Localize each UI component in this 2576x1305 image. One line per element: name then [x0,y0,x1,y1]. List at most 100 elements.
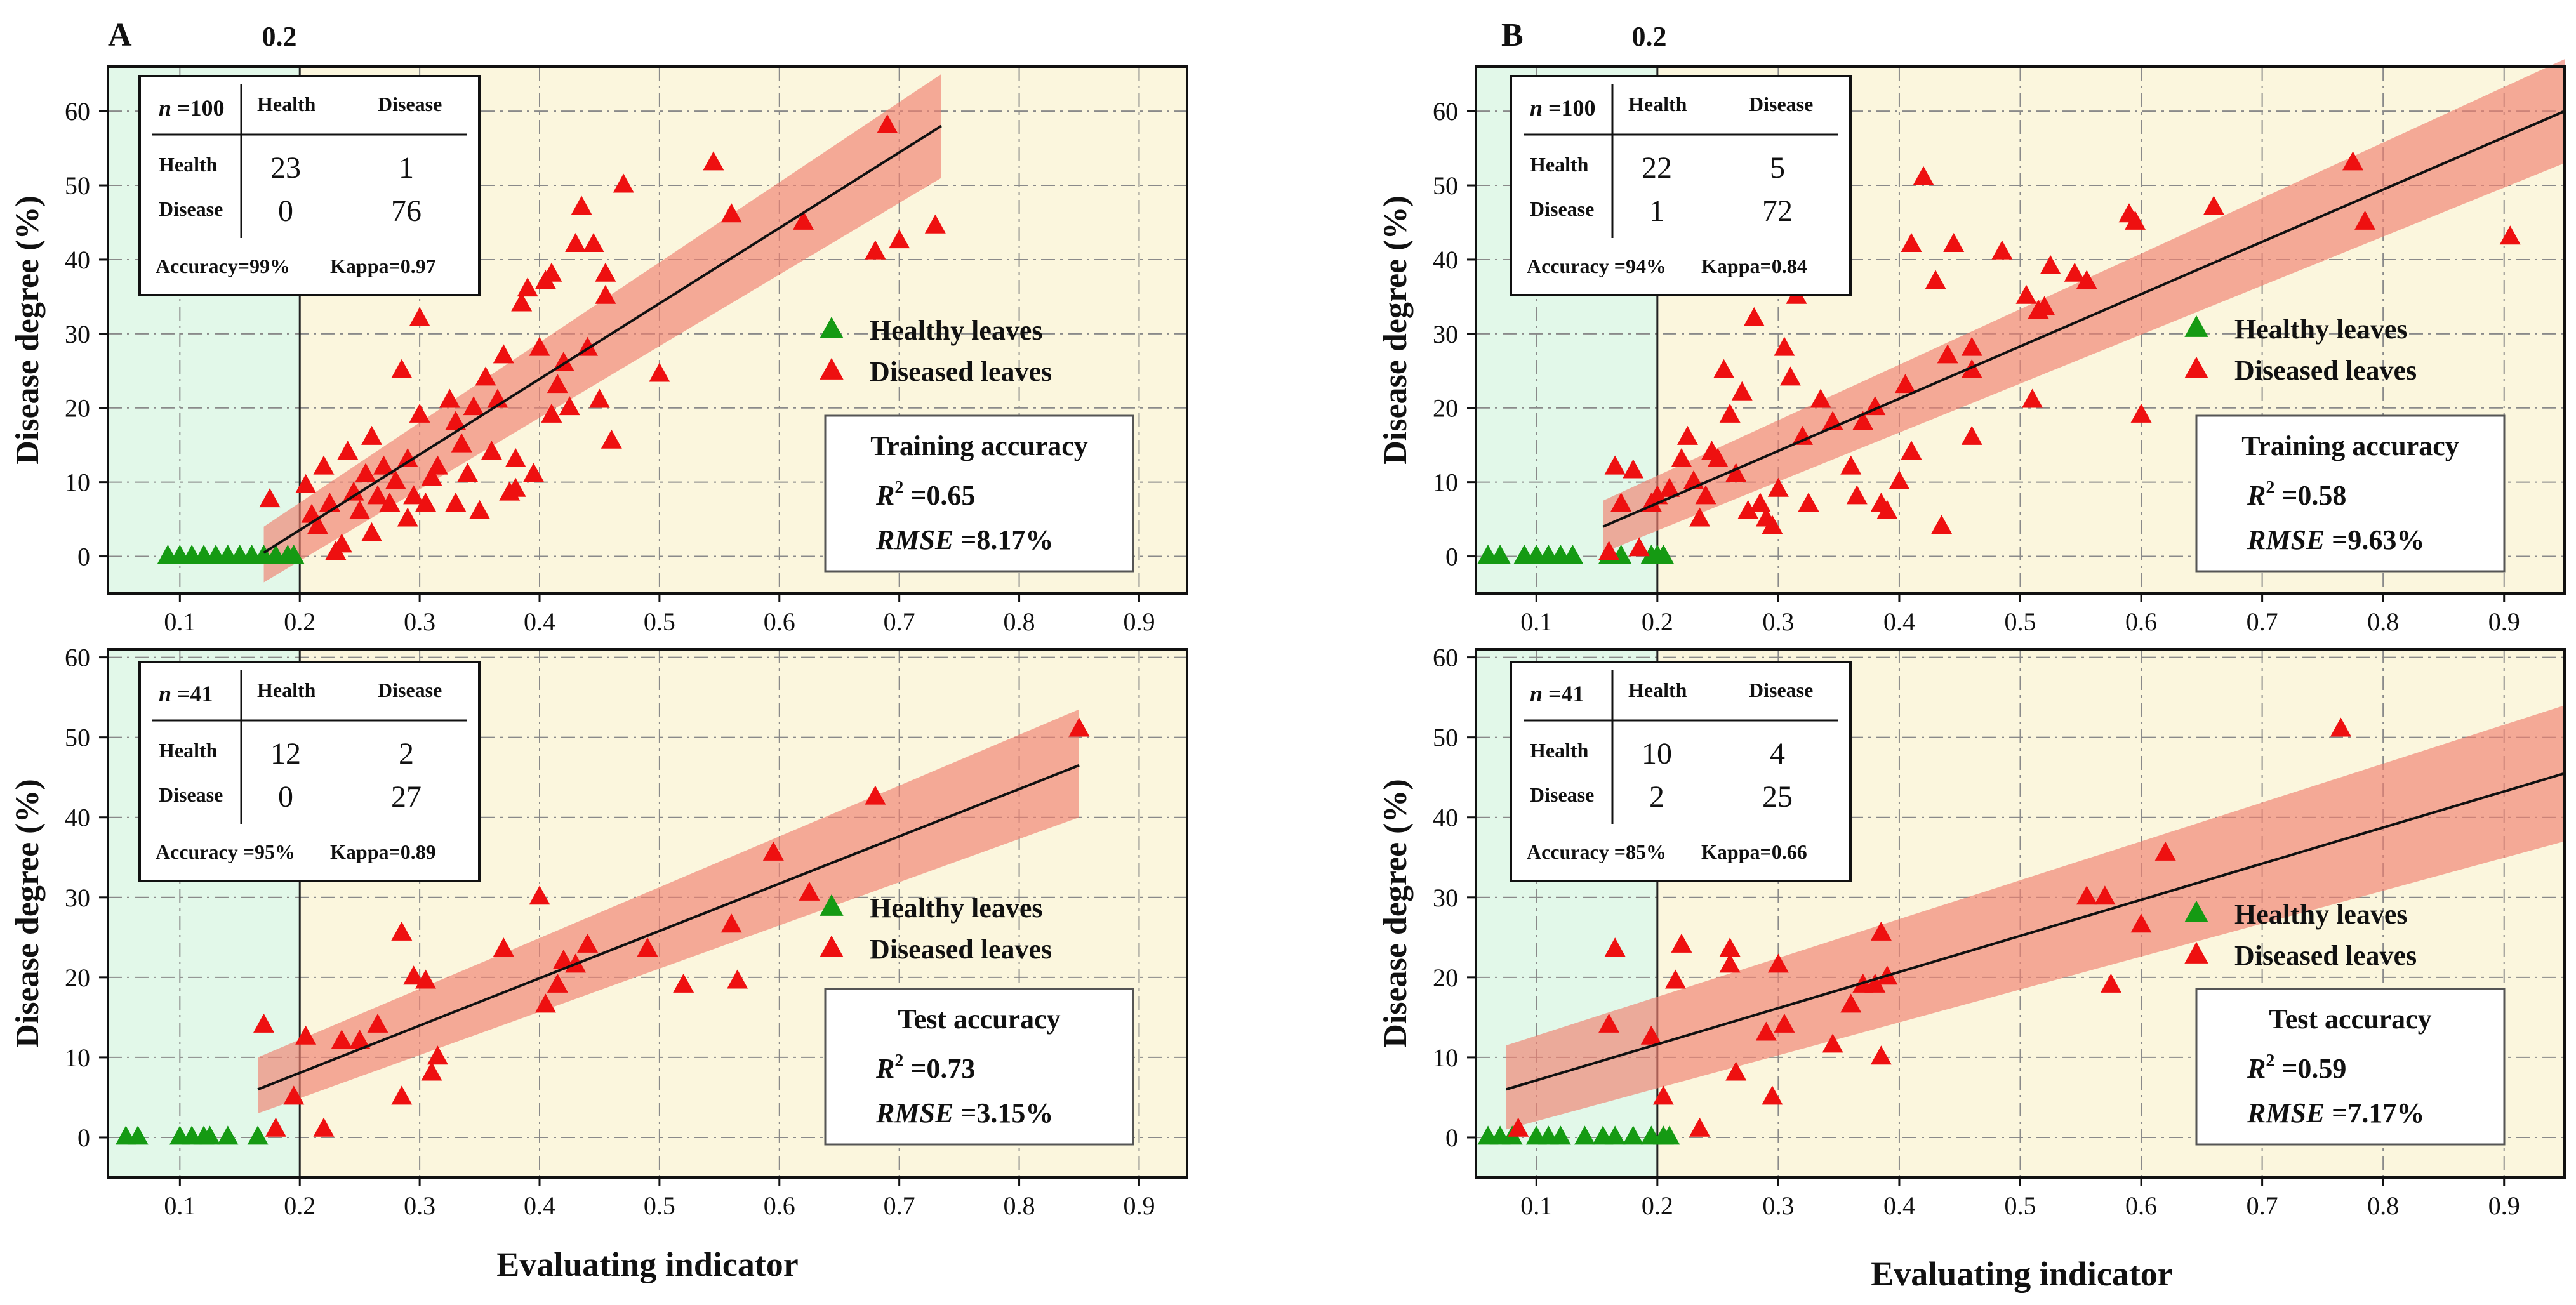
r2-symbol: R [875,1053,894,1084]
confusion-n: n =41 [1530,681,1584,706]
diseased-point [637,937,658,957]
diseased-point [865,785,886,805]
diseased-point [1689,507,1711,527]
diseased-point [1652,1085,1674,1105]
healthy-point [1659,1125,1680,1145]
diseased-point [1870,1045,1892,1065]
regression-line [1506,772,2565,1091]
x-tick-label: 0.7 [2247,1191,2278,1220]
y-tick-label: 20 [65,394,90,423]
diseased-point [2130,913,2152,933]
stats-frame [2195,414,2506,573]
regression-line [263,124,942,554]
x-tick-label: 0.3 [404,1191,435,1220]
n-value: =100 [171,95,225,121]
legend: Healthy leaves Diseased leaves [820,892,1052,965]
diseased-point [2330,717,2351,737]
diseased-point [1762,1085,1783,1105]
x-axis-label: Evaluating indicator [496,1245,799,1283]
rmse-symbol: RMSE [2247,1097,2325,1129]
diseased-point [1889,470,1910,490]
y-tick-label: 0 [1445,543,1458,571]
x-tick-label: 0.3 [404,607,435,636]
diseased-point [577,933,599,953]
diseased-point [511,292,533,312]
panel-letter: B [1501,17,1524,53]
kappa-text: Kappa=0.97 [330,255,436,277]
diseased-point [1774,1013,1795,1033]
diseased-point [1870,921,1892,941]
x-tick-label: 0.8 [2367,607,2399,636]
healthy-point [217,1125,239,1145]
x-tick-label: 0.5 [2005,607,2036,636]
diseased-point [2499,225,2521,245]
accuracy-text: Accuracy =94% [1527,255,1666,277]
cell-tn: 22 [1642,151,1672,185]
diseased-point [1719,403,1741,423]
diseased-point [1676,425,1698,445]
legend-healthy-label: Healthy leaves [870,892,1043,924]
row-header-disease: Disease [1530,197,1594,220]
diseased-point [583,232,604,252]
diseased-point [481,441,502,460]
rmse-symbol: RMSE [875,1097,953,1129]
r2-superscript: 2 [894,478,903,498]
diseased-point [1810,388,1831,408]
panel-B-test: 0.1 0.2 0.3 0.4 0.5 0.6 0.7 0.8 0.9 0 10 20 30 40 50 60… [1378,644,2566,1293]
diseased-point [1719,953,1741,973]
col-header-disease: Disease [378,93,442,116]
diseased-point [253,1013,275,1033]
n-symbol: n [159,681,171,706]
rmse-value: =7.17% [2325,1097,2424,1129]
diseased-point [403,965,425,985]
diseased-point [409,307,430,326]
x-tick-label: 0.1 [1520,607,1552,636]
diseased-point [673,973,694,993]
diseased-point [1749,493,1771,512]
diseased-point [1991,240,2013,260]
healthy-point [1574,1125,1595,1145]
stats-frame [2195,988,2506,1146]
confusion-matrix: n =41 Health Disease Health Disease 12 2 0 27 Acc… [138,661,481,882]
confusion-matrix: n =41 Health Disease Health Disease 10 4 2 25 Acc… [1510,661,1852,882]
r2-superscript: 2 [894,1051,903,1071]
diseased-point [1640,1025,1662,1045]
row-header-health: Health [1530,153,1589,176]
diseased-point [1725,1061,1747,1081]
legend: Healthy leaves Diseased leaves [2184,314,2417,386]
diseased-point [1864,973,1886,993]
x-tick-label: 0.4 [524,607,555,636]
r2-symbol: R [2247,1053,2266,1084]
y-axis-label: Disease degree (%) [1378,195,1414,465]
legend-diseased-marker [820,357,844,380]
diseased-point [1925,270,1946,289]
y-tick-label: 50 [1433,724,1458,752]
y-tick-label: 40 [65,246,90,274]
diseased-point [762,841,784,861]
n-symbol: n [159,95,171,121]
r2-text: R2 =0.59 [2247,1051,2346,1084]
diseased-point [457,463,479,482]
diseased-point [1852,411,1874,430]
stats-title: Training accuracy [2241,430,2459,461]
y-tick-label: 30 [1433,884,1458,912]
healthy-point [1652,544,1674,564]
y-tick-label: 40 [65,804,90,832]
diseased-point [1901,441,1922,460]
diseased-point [1598,541,1620,560]
n-value: =41 [171,681,213,706]
legend-diseased-marker [2184,941,2208,964]
legend-diseased-label: Diseased leaves [2234,940,2417,971]
diseased-point [1913,166,1934,185]
legend: Healthy leaves Diseased leaves [820,315,1052,387]
diseased-point [1647,485,1668,505]
confusion-n: n =100 [159,95,225,121]
diseased-point [1068,717,1090,737]
diseased-point [889,229,910,249]
y-tick-label: 10 [1433,468,1458,497]
col-header-disease: Disease [1749,679,1813,701]
x-tick-label: 0.5 [644,1191,675,1220]
legend: Healthy leaves Diseased leaves [2184,899,2417,971]
diseased-point [865,240,886,260]
confidence-band [263,74,941,583]
